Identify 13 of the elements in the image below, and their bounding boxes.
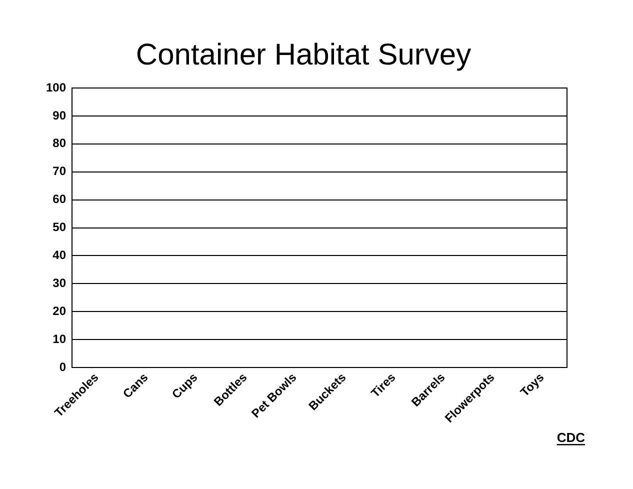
y-tick-label: 0 (59, 360, 66, 374)
y-tick-label: 20 (52, 304, 66, 318)
chart-title: Container Habitat Survey (136, 38, 472, 72)
y-tick-label: 30 (52, 276, 66, 290)
y-tick-label: 80 (52, 136, 66, 150)
text: CDC (556, 430, 586, 445)
y-tick-label: 60 (52, 192, 66, 206)
y-tick-label: 40 (52, 248, 66, 262)
y-tick-label: 90 (52, 108, 66, 122)
y-tick-label: 50 (52, 220, 66, 234)
y-tick-label: 10 (52, 332, 66, 346)
y-tick-label: 100 (46, 80, 66, 94)
y-tick-label: 70 (52, 164, 66, 178)
